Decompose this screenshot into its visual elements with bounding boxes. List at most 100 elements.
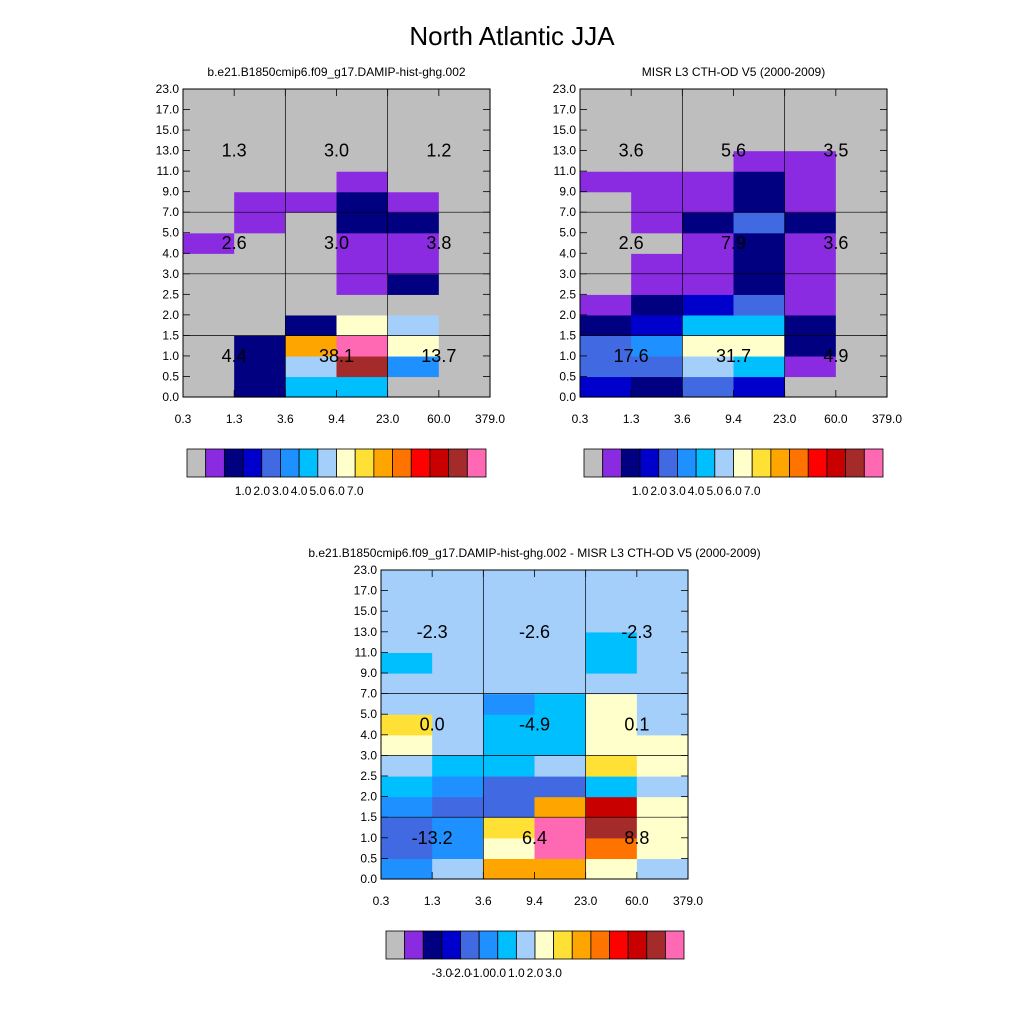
colorbar-swatch (223, 448, 244, 478)
colorbar-label: 0.0 (489, 966, 506, 980)
x-tick-label: 379.0 (673, 894, 703, 908)
heatmap-cell (585, 590, 638, 612)
heatmap-cell (534, 631, 587, 653)
x-tick-label: 3.6 (475, 894, 492, 908)
heatmap-cell (631, 294, 683, 316)
heatmap-cell (432, 796, 484, 818)
colorbar-label: -3.0 (432, 966, 453, 980)
y-tick-label: 3.0 (360, 748, 377, 762)
y-tick-label: 1.0 (360, 831, 377, 845)
heatmap-cell (636, 755, 689, 777)
heatmap-cell (682, 376, 735, 398)
colorbar-label: -2.0 (450, 966, 471, 980)
colorbar-label: 2.0 (253, 484, 270, 498)
x-tick-label: 1.3 (623, 412, 640, 426)
heatmap-cell (432, 652, 484, 674)
heatmap-cell (183, 150, 235, 172)
colorbar-swatch (695, 448, 716, 478)
heatmap-cell (183, 171, 235, 193)
heatmap-cell (438, 335, 491, 357)
heatmap-cell (387, 376, 440, 398)
heatmap-cell (432, 714, 484, 736)
heatmap-cell (585, 858, 638, 880)
heatmap-cell (733, 253, 786, 275)
block-value-label: 2.6 (619, 233, 644, 253)
y-tick-label: 7.0 (360, 687, 377, 701)
heatmap-cell (381, 734, 433, 756)
x-tick-label: 1.3 (424, 894, 441, 908)
heatmap-cell (438, 253, 491, 275)
block-value-label: 3.8 (426, 233, 451, 253)
colorbar-swatch (609, 930, 629, 960)
colorbar-label: 5.0 (706, 484, 723, 498)
y-tick-label: 2.5 (162, 287, 179, 301)
heatmap-cell (835, 191, 888, 213)
heatmap-cell (285, 89, 338, 111)
heatmap-cell (285, 171, 338, 193)
colorbar-label: 1.0 (632, 484, 649, 498)
heatmap-cell (183, 109, 235, 131)
heatmap-cell (733, 376, 786, 398)
heatmap-cell (336, 253, 389, 275)
colorbar-swatch (410, 448, 431, 478)
heatmap-cell (784, 130, 837, 152)
y-tick-label: 13.0 (553, 144, 577, 158)
heatmap-cell (580, 355, 632, 378)
heatmap-cell (585, 693, 638, 715)
colorbar-swatch (422, 930, 443, 960)
heatmap-cell (585, 673, 638, 695)
colorbar-swatch (590, 930, 610, 960)
x-tick-label: 23.0 (773, 412, 797, 426)
heatmap-cell (784, 294, 837, 316)
y-tick-label: 11.0 (355, 645, 378, 659)
heatmap-cell (432, 631, 484, 653)
heatmap-cell (438, 273, 491, 295)
block-value-label: 3.0 (324, 233, 349, 253)
block-value-label: 4.4 (222, 346, 247, 366)
y-tick-label: 5.0 (559, 226, 576, 240)
colorbar-label: -1.0 (469, 966, 490, 980)
heatmap-cell (585, 837, 638, 859)
heatmap-cell (183, 191, 235, 213)
colorbar-swatch (242, 448, 263, 478)
block-value-label: 0.1 (624, 715, 649, 735)
heatmap-cell (285, 314, 338, 336)
colorbar-swatch (620, 448, 641, 478)
block-value-label: 3.6 (823, 233, 848, 253)
heatmap-cell (580, 150, 632, 172)
x-tick-label: 60.0 (625, 894, 649, 908)
block-value-label: -13.2 (412, 828, 453, 848)
y-tick-label: 0.0 (162, 390, 179, 404)
y-tick-label: 0.0 (360, 872, 377, 886)
x-tick-label: 3.6 (674, 412, 691, 426)
block-value-label: 17.6 (614, 346, 649, 366)
heatmap-cell (483, 673, 536, 695)
heatmap-cell (534, 652, 587, 674)
heatmap-cell (636, 837, 689, 859)
colorbar-swatch (186, 448, 207, 478)
colorbar-swatch (385, 930, 406, 960)
heatmap-cell (585, 734, 638, 756)
colorbar-label: 7.0 (347, 484, 364, 498)
heatmap-cell (381, 673, 433, 695)
heatmap-cell (336, 109, 389, 131)
heatmap-cell (636, 590, 689, 612)
heatmap-cell (631, 335, 683, 357)
colorbar-swatch (826, 448, 847, 478)
heatmap-cell (285, 376, 338, 398)
heatmap-cell (784, 191, 837, 213)
heatmap-cell (784, 232, 837, 254)
heatmap-cell (483, 652, 536, 674)
colorbar-swatch (770, 448, 790, 478)
y-tick-label: 3.0 (162, 267, 179, 281)
heatmap-cell (580, 130, 632, 152)
heatmap-cell (285, 355, 338, 378)
heatmap-cell (483, 714, 536, 736)
heatmap-cell (234, 232, 286, 254)
heatmap-cell (183, 335, 235, 357)
heatmap-cell (835, 171, 888, 193)
y-tick-label: 1.5 (360, 810, 377, 824)
heatmap-cell (835, 376, 888, 398)
colorbar-swatch (478, 930, 499, 960)
y-tick-label: 1.5 (162, 328, 179, 342)
